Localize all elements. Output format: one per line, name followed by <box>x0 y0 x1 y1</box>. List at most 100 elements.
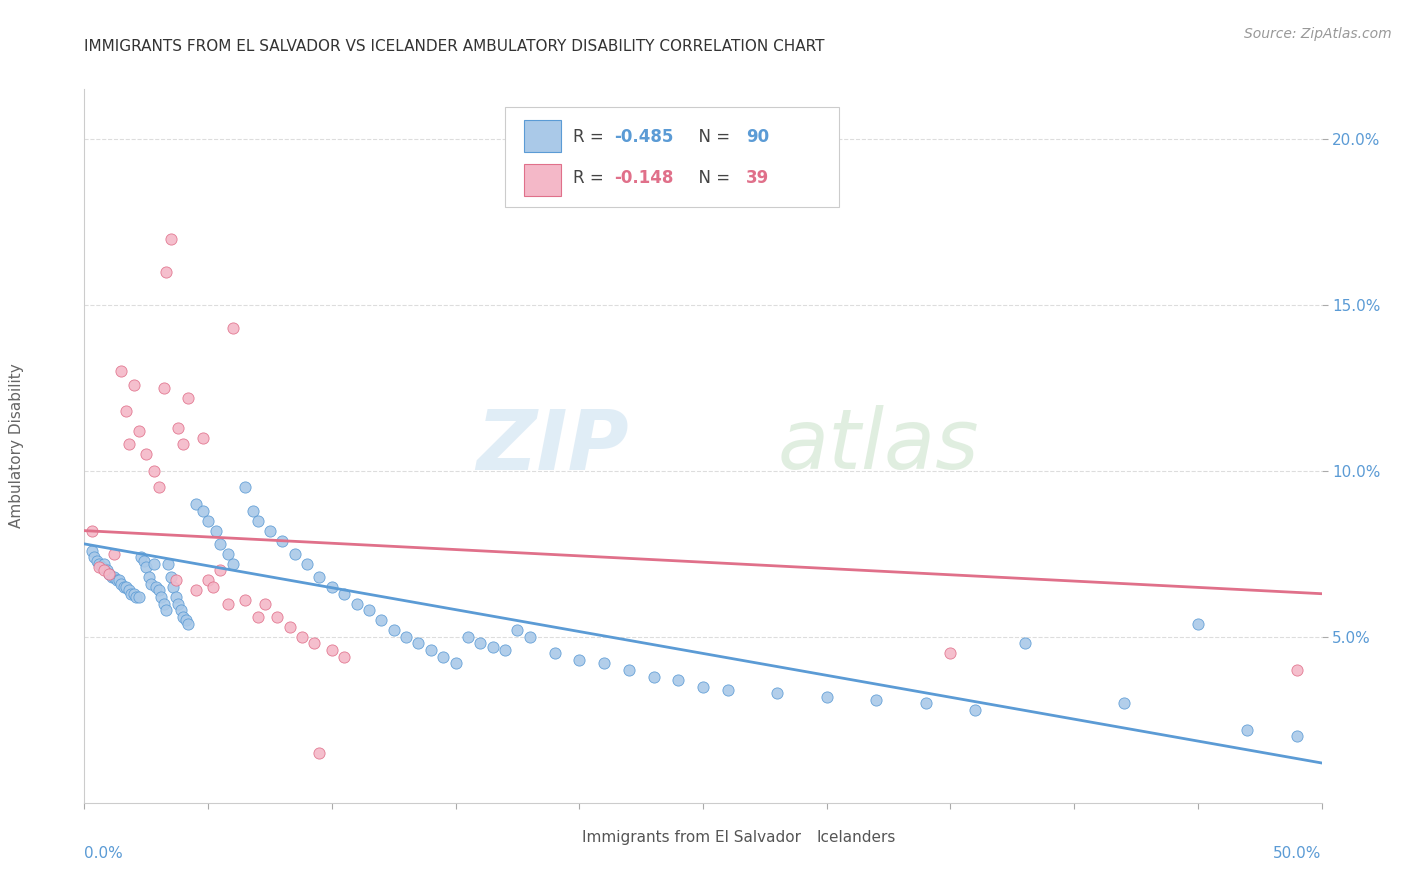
Point <box>184 583 207 598</box>
Point <box>165 590 187 604</box>
Text: Ambulatory Disability: Ambulatory Disability <box>8 364 24 528</box>
Point <box>110 364 132 378</box>
Point <box>519 630 541 644</box>
Point <box>333 587 356 601</box>
Text: -0.485: -0.485 <box>614 128 673 145</box>
Point <box>204 524 226 538</box>
Point <box>357 603 380 617</box>
Point <box>105 574 128 588</box>
Point <box>278 620 301 634</box>
FancyBboxPatch shape <box>505 107 839 207</box>
Point <box>457 630 479 644</box>
Point <box>122 377 145 392</box>
Point <box>165 574 187 588</box>
Point <box>321 580 343 594</box>
Point <box>93 564 115 578</box>
Point <box>617 663 640 677</box>
Point <box>333 649 356 664</box>
Point <box>177 391 200 405</box>
Point <box>408 636 430 650</box>
Point <box>174 613 197 627</box>
Point <box>167 597 190 611</box>
Text: ZIP: ZIP <box>477 406 628 486</box>
Point <box>914 696 936 710</box>
Point <box>118 437 141 451</box>
Point <box>191 431 214 445</box>
Point <box>494 643 516 657</box>
Point <box>197 514 219 528</box>
Point <box>766 686 789 700</box>
Point <box>93 557 115 571</box>
Point <box>666 673 689 687</box>
Point <box>150 590 173 604</box>
Point <box>170 603 193 617</box>
Text: N =: N = <box>688 128 735 145</box>
Point <box>939 647 962 661</box>
Bar <box>548 826 575 849</box>
Point <box>295 557 318 571</box>
Point <box>246 610 269 624</box>
Point <box>129 550 152 565</box>
Point <box>382 624 405 638</box>
Point <box>419 643 441 657</box>
Bar <box>783 826 811 849</box>
Point <box>157 557 180 571</box>
Point <box>148 481 170 495</box>
Point <box>142 464 165 478</box>
Point <box>89 560 111 574</box>
Point <box>222 557 245 571</box>
Point <box>1236 723 1258 737</box>
Point <box>120 587 142 601</box>
Point <box>593 657 616 671</box>
Text: R =: R = <box>574 128 609 145</box>
Point <box>1112 696 1135 710</box>
Point <box>80 543 103 558</box>
Point <box>197 574 219 588</box>
Point <box>284 547 307 561</box>
Point <box>162 580 184 594</box>
Point <box>1014 636 1036 650</box>
Point <box>1285 663 1308 677</box>
Text: -0.148: -0.148 <box>614 169 673 187</box>
Text: IMMIGRANTS FROM EL SALVADOR VS ICELANDER AMBULATORY DISABILITY CORRELATION CHART: IMMIGRANTS FROM EL SALVADOR VS ICELANDER… <box>84 38 825 54</box>
Point <box>152 597 174 611</box>
Point <box>100 570 122 584</box>
Text: atlas: atlas <box>778 406 979 486</box>
Point <box>138 570 160 584</box>
Point <box>395 630 418 644</box>
Text: Icelanders: Icelanders <box>817 830 896 846</box>
Point <box>160 570 183 584</box>
Point <box>148 583 170 598</box>
Point <box>444 657 467 671</box>
Point <box>115 404 138 418</box>
Point <box>304 636 326 650</box>
Point <box>155 265 177 279</box>
Point <box>128 424 150 438</box>
Text: 0.0%: 0.0% <box>84 846 124 861</box>
Text: Immigrants from El Salvador: Immigrants from El Salvador <box>582 830 801 846</box>
Point <box>177 616 200 631</box>
Point <box>172 437 194 451</box>
Point <box>965 703 987 717</box>
Point <box>118 583 141 598</box>
Point <box>506 624 529 638</box>
Point <box>217 547 239 561</box>
Point <box>142 557 165 571</box>
Point <box>112 580 135 594</box>
Point <box>568 653 591 667</box>
Point <box>217 597 239 611</box>
Point <box>172 610 194 624</box>
Point <box>222 321 245 335</box>
Point <box>321 643 343 657</box>
Point <box>167 421 190 435</box>
Point <box>815 690 838 704</box>
Point <box>1187 616 1209 631</box>
Point <box>543 647 565 661</box>
Point <box>266 610 288 624</box>
Point <box>115 580 138 594</box>
Point <box>103 547 125 561</box>
Text: R =: R = <box>574 169 609 187</box>
Point <box>135 447 157 461</box>
Point <box>291 630 314 644</box>
Point <box>128 590 150 604</box>
